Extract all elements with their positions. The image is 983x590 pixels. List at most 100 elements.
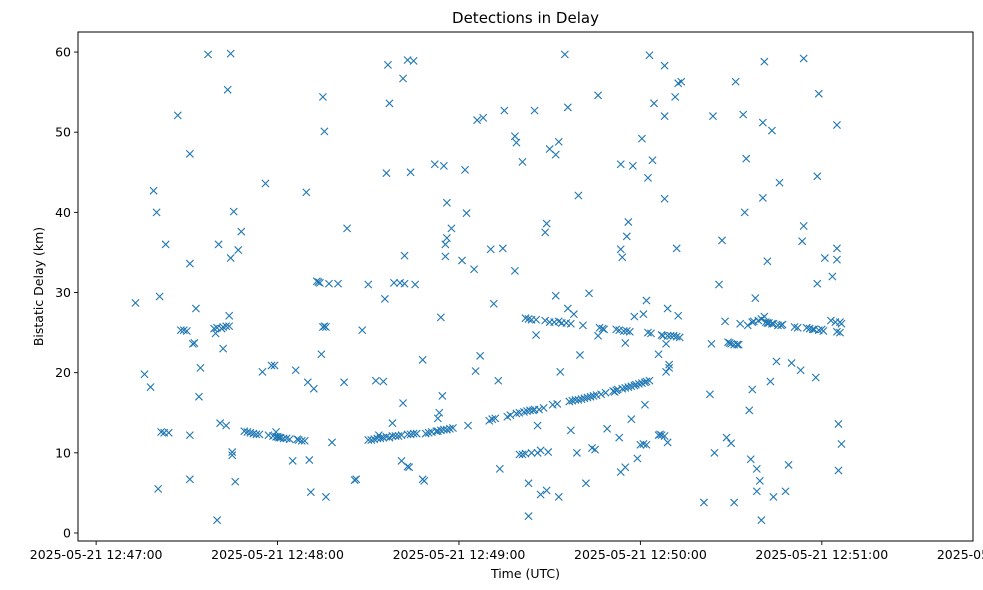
data-point	[291, 366, 300, 375]
data-point	[379, 433, 388, 442]
x-tick-label: 2025-05-21 12:49:00	[393, 547, 526, 562]
data-point	[787, 359, 796, 368]
data-point	[385, 99, 394, 108]
data-point	[532, 331, 541, 339]
data-point	[491, 414, 500, 423]
data-point	[637, 379, 646, 388]
data-point	[442, 425, 451, 434]
data-point	[140, 370, 149, 379]
data-point	[748, 385, 757, 394]
data-point	[760, 312, 769, 321]
data-point	[643, 328, 652, 337]
data-point	[790, 322, 799, 331]
data-point	[565, 397, 574, 406]
data-point	[219, 344, 228, 353]
data-point	[439, 161, 448, 170]
data-point	[578, 321, 587, 330]
data-point	[569, 310, 578, 319]
data-point	[751, 294, 760, 303]
data-point	[622, 326, 631, 335]
data-point	[660, 194, 669, 203]
plot-frame	[77, 31, 974, 542]
data-point	[234, 246, 243, 255]
data-point	[594, 91, 603, 100]
data-point	[752, 464, 761, 473]
data-point	[388, 432, 397, 440]
data-point	[813, 172, 822, 181]
y-tick-label: 20	[55, 365, 71, 380]
data-point	[551, 150, 560, 159]
data-point	[530, 106, 539, 115]
data-point	[746, 455, 755, 464]
data-point	[448, 423, 457, 432]
data-point	[321, 492, 330, 501]
data-point	[551, 291, 560, 300]
data-point	[379, 377, 388, 386]
data-point	[642, 296, 651, 305]
data-point	[645, 376, 654, 385]
data-point	[663, 304, 672, 313]
data-point	[536, 490, 545, 499]
data-point	[583, 393, 592, 402]
data-point	[763, 257, 772, 266]
data-point	[420, 476, 429, 485]
data-point	[766, 377, 775, 386]
data-point	[722, 433, 731, 442]
data-point	[832, 244, 841, 253]
data-point	[418, 355, 427, 364]
data-point	[196, 363, 205, 372]
data-point	[489, 299, 498, 308]
y-tick-label: 10	[55, 445, 71, 460]
y-tick-label: 30	[55, 285, 71, 300]
x-tick-label: 2025-05-21 12:51:00	[755, 547, 888, 562]
data-point	[643, 173, 652, 182]
data-point	[524, 314, 533, 323]
data-point	[615, 433, 624, 442]
data-point	[252, 430, 261, 439]
data-point	[400, 279, 409, 288]
data-point	[433, 414, 442, 423]
data-point	[630, 312, 639, 321]
data-point	[154, 484, 163, 493]
data-point	[636, 440, 645, 449]
data-point	[708, 112, 717, 121]
data-point	[663, 438, 672, 447]
data-point	[820, 254, 829, 263]
data-point	[832, 255, 841, 264]
data-point	[616, 160, 625, 169]
data-point	[536, 446, 545, 455]
data-point	[660, 432, 669, 440]
data-point	[400, 251, 409, 260]
data-point	[406, 168, 415, 177]
data-point	[662, 339, 671, 348]
data-point	[639, 440, 648, 448]
data-point	[826, 316, 835, 325]
data-point	[733, 340, 742, 349]
data-point	[835, 328, 844, 337]
data-point	[222, 322, 231, 331]
data-point	[512, 138, 521, 147]
data-point	[424, 428, 433, 437]
data-point	[553, 399, 562, 408]
data-point	[399, 399, 408, 408]
data-point	[303, 378, 312, 387]
data-point	[409, 56, 418, 65]
data-point	[621, 383, 630, 392]
data-point	[380, 294, 389, 303]
data-point	[272, 427, 281, 436]
data-point	[532, 315, 541, 324]
data-point	[618, 384, 627, 393]
y-tick-label: 60	[55, 45, 71, 60]
data-point	[458, 256, 466, 265]
data-point	[405, 463, 414, 472]
data-point	[225, 322, 234, 331]
data-point	[541, 228, 550, 237]
data-point	[302, 188, 311, 197]
data-point	[223, 85, 232, 94]
data-point	[832, 120, 841, 129]
data-point	[755, 476, 764, 485]
data-point	[500, 106, 509, 115]
data-point	[318, 92, 327, 101]
data-point	[837, 440, 846, 448]
